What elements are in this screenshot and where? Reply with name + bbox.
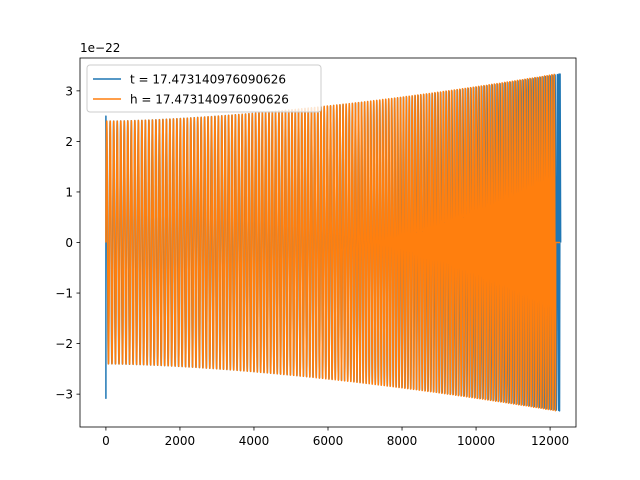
- y-offset-label: 1e−22: [80, 41, 120, 55]
- legend-box: [86, 64, 322, 113]
- y-tick-label: 0: [65, 236, 73, 250]
- x-tick-label: 12000: [531, 434, 569, 448]
- x-tick-label: 8000: [387, 434, 418, 448]
- x-axis: 0 2000 4000 6000 8000 10000 12000: [102, 427, 569, 448]
- y-tick-label: −3: [55, 388, 73, 402]
- x-tick-label: 2000: [165, 434, 196, 448]
- y-tick-label: 3: [65, 84, 73, 98]
- x-tick-label: 0: [102, 434, 110, 448]
- y-tick-label: 2: [65, 135, 73, 149]
- y-tick-label: −2: [55, 337, 73, 351]
- series-line-h: [105, 73, 561, 412]
- x-tick-label: 6000: [313, 434, 344, 448]
- series-layer: [105, 73, 562, 412]
- y-tick-label: −1: [55, 287, 73, 301]
- legend: t = 17.473140976090626 h = 17.47314097609…: [86, 64, 322, 113]
- x-tick-label: 4000: [239, 434, 270, 448]
- y-tick-label: 1: [65, 185, 73, 199]
- legend-label: h = 17.473140976090626: [130, 93, 289, 107]
- y-axis: −3 −2 −1 0 1 2 3: [55, 84, 80, 402]
- legend-label: t = 17.473140976090626: [130, 73, 286, 87]
- x-tick-label: 10000: [457, 434, 495, 448]
